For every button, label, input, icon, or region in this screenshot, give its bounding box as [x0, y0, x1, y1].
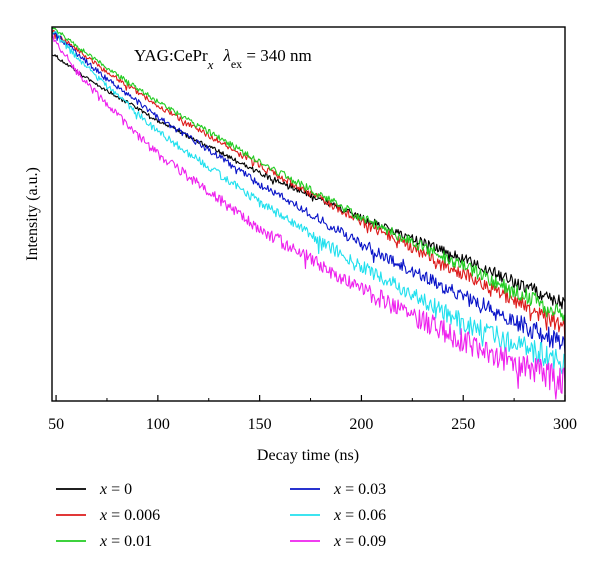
series-line-2: [51, 27, 566, 324]
annotation-host: YAG:CePr: [134, 46, 208, 65]
series-line-4: [51, 30, 566, 375]
series-group: [51, 27, 566, 400]
legend-label-1: x = 0.006: [99, 507, 160, 524]
series-line-1: [51, 29, 566, 346]
x-tick-label-150: 150: [248, 416, 272, 433]
legend-label-3: x = 0.03: [333, 481, 386, 498]
x-ticks-group: 50 100 150 200 250 300: [48, 395, 577, 433]
legend-label-2: x = 0.01: [99, 533, 152, 550]
legend-label-4: x = 0.06: [333, 507, 386, 524]
series-line-0: [51, 54, 566, 310]
x-tick-label-200: 200: [349, 416, 373, 433]
plot-frame: [51, 26, 566, 402]
x-tick-label-100: 100: [146, 416, 170, 433]
y-axis-label: Intensity (a.u.): [24, 167, 41, 261]
legend: x = 0 x = 0.006 x = 0.01 x = 0.03 x = 0.06 x …: [56, 481, 386, 550]
x-tick-label-300: 300: [553, 416, 577, 433]
x-tick-label-250: 250: [451, 416, 475, 433]
annotation-lambda-sub: ex: [231, 57, 242, 71]
series-line-5: [51, 35, 566, 400]
chart-annotation: YAG:CePrx λex = 340 nm: [134, 46, 312, 72]
series-line-3: [51, 31, 566, 354]
annotation-rest: = 340 nm: [242, 46, 312, 65]
annotation-host-sub: x: [207, 57, 214, 72]
legend-label-0: x = 0: [99, 481, 132, 498]
legend-label-5: x = 0.09: [333, 533, 386, 550]
x-axis-label: Decay time (ns): [257, 447, 359, 464]
x-tick-label-50: 50: [48, 416, 64, 433]
annotation-lambda: λ: [222, 46, 230, 65]
